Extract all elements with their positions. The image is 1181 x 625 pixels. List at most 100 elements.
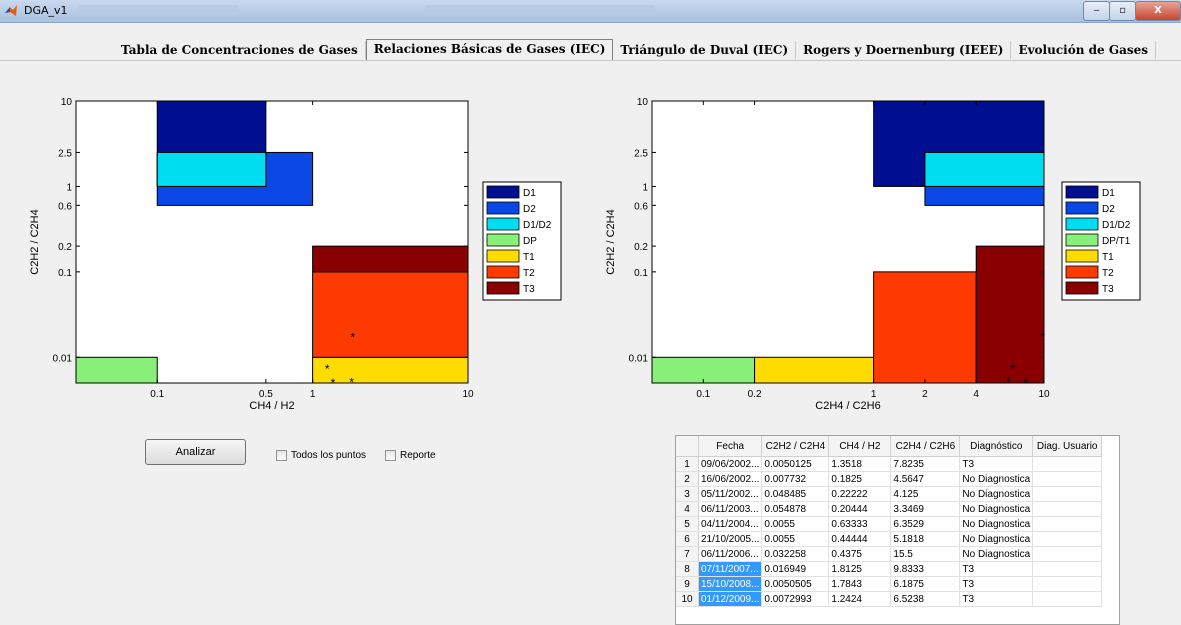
table-cell-ch4[interactable]: 1.8125 [828,561,892,577]
table-cell-diag[interactable]: T3 [959,456,1034,472]
table-cell-diag[interactable]: No Diagnostica [959,471,1034,487]
table-cell-fecha[interactable]: 09/06/2002... [698,456,763,472]
tab-evolucion-gases[interactable]: Evolución de Gases [1011,41,1156,59]
checkbox-box[interactable] [385,450,396,461]
results-table[interactable]: Fecha C2H2 / C2H4 CH4 / H2 C2H4 / C2H6 D… [675,435,1120,625]
table-cell-c2h2[interactable]: 0.0050125 [761,456,830,472]
table-row[interactable]: 7 06/11/2006... 0.032258 0.4375 15.5 No Diagn… [676,546,1103,562]
table-cell-ch4[interactable]: 1.7843 [828,576,892,592]
table-cell-diag[interactable]: No Diagnostica [959,501,1034,517]
column-header-c2h2-c2h4[interactable]: C2H2 / C2H4 [761,436,830,457]
table-cell-diag[interactable]: No Diagnostica [959,516,1034,532]
table-row[interactable]: 6 21/10/2005... 0.0055 0.44444 5.1818 No Diag… [676,531,1103,547]
table-cell-diag[interactable]: T3 [959,561,1034,577]
tab-tabla-concentraciones[interactable]: Tabla de Concentraciones de Gases [114,41,366,59]
table-cell-ch4[interactable]: 0.44444 [828,531,892,547]
tab-rogers-doernenburg[interactable]: Rogers y Doernenburg (IEEE) [796,41,1012,59]
legend-label: T2 [1102,268,1114,279]
column-header-diag-usuario[interactable]: Diag. Usuario [1032,436,1103,457]
table-cell-c2h2[interactable]: 0.0072993 [761,591,830,607]
table-cell-diag[interactable]: T3 [959,576,1034,592]
table-cell-user[interactable] [1032,501,1103,517]
table-row[interactable]: 8 07/11/2007... 0.016949 1.8125 9.8333 T3 [676,561,1103,577]
table-cell-c2h2[interactable]: 0.054878 [761,501,830,517]
table-row[interactable]: 4 06/11/2003... 0.054878 0.20444 3.3469 No Di… [676,501,1103,517]
legend-label: D1/D2 [1102,220,1131,231]
table-cell-user[interactable] [1032,576,1103,592]
region-t1 [312,356,469,384]
report-checkbox[interactable]: Reporte [385,450,436,461]
table-cell-fecha[interactable]: 06/11/2003... [698,501,763,517]
table-cell-user[interactable] [1032,456,1103,472]
table-row[interactable]: 3 05/11/2002... 0.048485 0.22222 4.125 No Dia… [676,486,1103,502]
table-cell-c2h4[interactable]: 15.5 [890,546,961,562]
table-cell-ch4[interactable]: 1.2424 [828,591,892,607]
legend-swatch-dp [486,233,520,247]
column-header-diagnostico[interactable]: Diagnóstico [959,436,1034,457]
table-cell-c2h2[interactable]: 0.032258 [761,546,830,562]
tab-triangulo-duval[interactable]: Triángulo de Duval (IEC) [613,41,797,59]
column-header-c2h4-c2h6[interactable]: C2H4 / C2H6 [890,436,961,457]
table-cell-ch4[interactable]: 0.20444 [828,501,892,517]
table-cell-user[interactable] [1032,546,1103,562]
table-cell-diag[interactable]: T3 [959,591,1034,607]
table-cell-user[interactable] [1032,486,1103,502]
table-row[interactable]: 1 09/06/2002... 0.0050125 1.3518 7.8235 T3 [676,456,1103,472]
x-axis-label: C2H4 / C2H6 [815,400,880,412]
region-dp [75,356,158,384]
maximize-button[interactable]: ▫ [1109,1,1136,21]
tab-relaciones-basicas[interactable]: Relaciones Básicas de Gases (IEC) [365,39,614,60]
table-cell-user[interactable] [1032,591,1103,607]
table-cell-c2h2[interactable]: 0.0050505 [761,576,830,592]
table-row[interactable]: 5 04/11/2004... 0.0055 0.63333 6.3529 No Diag… [676,516,1103,532]
table-cell-c2h4[interactable]: 9.8333 [890,561,961,577]
table-cell-c2h4[interactable]: 7.8235 [890,456,961,472]
close-button[interactable]: X [1135,1,1181,21]
table-cell-diag[interactable]: No Diagnostica [959,531,1034,547]
table-cell-c2h4[interactable]: 6.5238 [890,591,961,607]
table-cell-fecha[interactable]: 04/11/2004... [698,516,763,532]
column-header-fecha[interactable]: Fecha [698,436,763,457]
table-cell-ch4[interactable]: 0.22222 [828,486,892,502]
table-cell-c2h2[interactable]: 0.007732 [761,471,830,487]
legend-swatch-t2 [486,265,520,279]
table-cell-fecha[interactable]: 15/10/2008... [698,576,763,592]
column-header-ch4-h2[interactable]: CH4 / H2 [828,436,892,457]
table-cell-fecha[interactable]: 21/10/2005... [698,531,763,547]
checkbox-box[interactable] [276,450,287,461]
table-cell-user[interactable] [1032,516,1103,532]
table-cell-diag[interactable]: No Diagnostica [959,546,1034,562]
table-cell-fecha[interactable]: 07/11/2007... [698,561,763,577]
table-cell-c2h4[interactable]: 6.1875 [890,576,961,592]
table-cell-ch4[interactable]: 1.3518 [828,456,892,472]
table-cell-c2h4[interactable]: 4.125 [890,486,961,502]
y-tick-label: 0.01 [629,353,649,364]
table-cell-ch4[interactable]: 0.1825 [828,471,892,487]
x-tick-label: 0.1 [150,389,164,400]
table-cell-c2h2[interactable]: 0.016949 [761,561,830,577]
table-cell-c2h4[interactable]: 5.1818 [890,531,961,547]
table-row[interactable]: 9 15/10/2008... 0.0050505 1.7843 6.1875 T3 [676,576,1103,592]
table-cell-c2h4[interactable]: 6.3529 [890,516,961,532]
table-cell-c2h4[interactable]: 4.5647 [890,471,961,487]
minimize-button[interactable]: ‒ [1083,1,1110,21]
table-cell-user[interactable] [1032,531,1103,547]
table-cell-user[interactable] [1032,471,1103,487]
all-points-checkbox[interactable]: Todos los puntos [276,450,366,461]
table-cell-fecha[interactable]: 05/11/2002... [698,486,763,502]
table-cell-c2h2[interactable]: 0.0055 [761,531,830,547]
table-cell-c2h2[interactable]: 0.0055 [761,516,830,532]
table-row[interactable]: 10 01/12/2009... 0.0072993 1.2424 6.5238 T3 [676,591,1103,607]
analyze-button[interactable]: Analizar [145,439,246,465]
table-cell-ch4[interactable]: 0.63333 [828,516,892,532]
table-cell-user[interactable] [1032,561,1103,577]
row-number: 7 [676,546,699,562]
table-cell-fecha[interactable]: 06/11/2006... [698,546,763,562]
table-cell-fecha[interactable]: 16/06/2002... [698,471,763,487]
table-cell-diag[interactable]: No Diagnostica [959,486,1034,502]
table-cell-ch4[interactable]: 0.4375 [828,546,892,562]
table-cell-c2h4[interactable]: 3.3469 [890,501,961,517]
table-row[interactable]: 2 16/06/2002... 0.007732 0.1825 4.5647 No Dia… [676,471,1103,487]
table-cell-fecha[interactable]: 01/12/2009... [698,591,763,607]
table-cell-c2h2[interactable]: 0.048485 [761,486,830,502]
